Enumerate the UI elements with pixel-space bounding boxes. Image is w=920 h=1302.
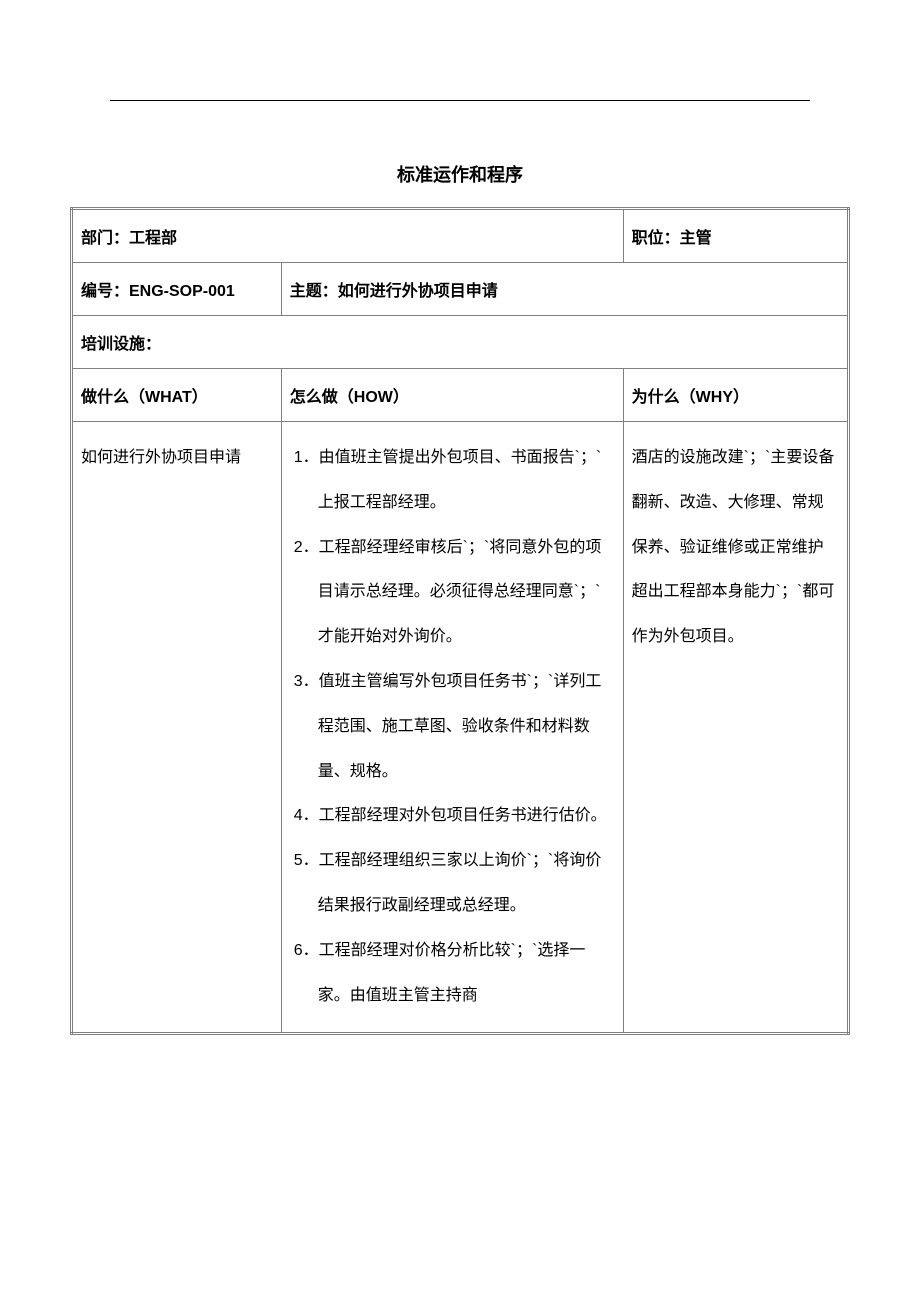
step-6: 6．工程部经理对价格分析比较`；`选择一家。由值班主管主持商: [294, 929, 615, 1019]
header-row-3: 培训设施：: [72, 316, 849, 369]
training-cell: 培训设施：: [72, 316, 849, 369]
how-header: 怎么做（HOW）: [281, 369, 623, 422]
top-divider-line: [110, 100, 810, 101]
why-content: 酒店的设施改建`；`主要设备翻新、改造、大修理、常规保养、验证维修或正常维护超出…: [623, 422, 848, 1034]
step-1: 1．由值班主管提出外包项目、书面报告`；`上报工程部经理。: [294, 436, 615, 526]
column-header-row: 做什么（WHAT） 怎么做（HOW） 为什么（WHY）: [72, 369, 849, 422]
subject-cell: 主题：如何进行外协项目申请: [281, 263, 848, 316]
steps-container: 1．由值班主管提出外包项目、书面报告`；`上报工程部经理。 2．工程部经理经审核…: [290, 436, 615, 1018]
step-4: 4．工程部经理对外包项目任务书进行估价。: [294, 794, 615, 839]
document-title: 标准运作和程序: [70, 161, 850, 187]
step-2: 2．工程部经理经审核后`；`将同意外包的项目请示总经理。必须征得总经理同意`；`…: [294, 526, 615, 660]
sop-table: 部门：工程部 职位：主管 编号：ENG-SOP-001 主题：如何进行外协项目申…: [70, 207, 850, 1035]
why-text: 酒店的设施改建`；`主要设备翻新、改造、大修理、常规保养、验证维修或正常维护超出…: [632, 436, 839, 660]
step-5: 5．工程部经理组织三家以上询价`；`将询价结果报行政副经理或总经理。: [294, 839, 615, 929]
content-row: 如何进行外协项目申请 1．由值班主管提出外包项目、书面报告`；`上报工程部经理。…: [72, 422, 849, 1034]
why-header: 为什么（WHY）: [623, 369, 848, 422]
what-content: 如何进行外协项目申请: [72, 422, 282, 1034]
step-3: 3．值班主管编写外包项目任务书`；`详列工程范围、施工草图、验收条件和材料数量、…: [294, 660, 615, 794]
header-row-1: 部门：工程部 职位：主管: [72, 209, 849, 263]
department-cell: 部门：工程部: [72, 209, 624, 263]
number-cell: 编号：ENG-SOP-001: [72, 263, 282, 316]
position-cell: 职位：主管: [623, 209, 848, 263]
how-content: 1．由值班主管提出外包项目、书面报告`；`上报工程部经理。 2．工程部经理经审核…: [281, 422, 623, 1034]
what-header: 做什么（WHAT）: [72, 369, 282, 422]
header-row-2: 编号：ENG-SOP-001 主题：如何进行外协项目申请: [72, 263, 849, 316]
